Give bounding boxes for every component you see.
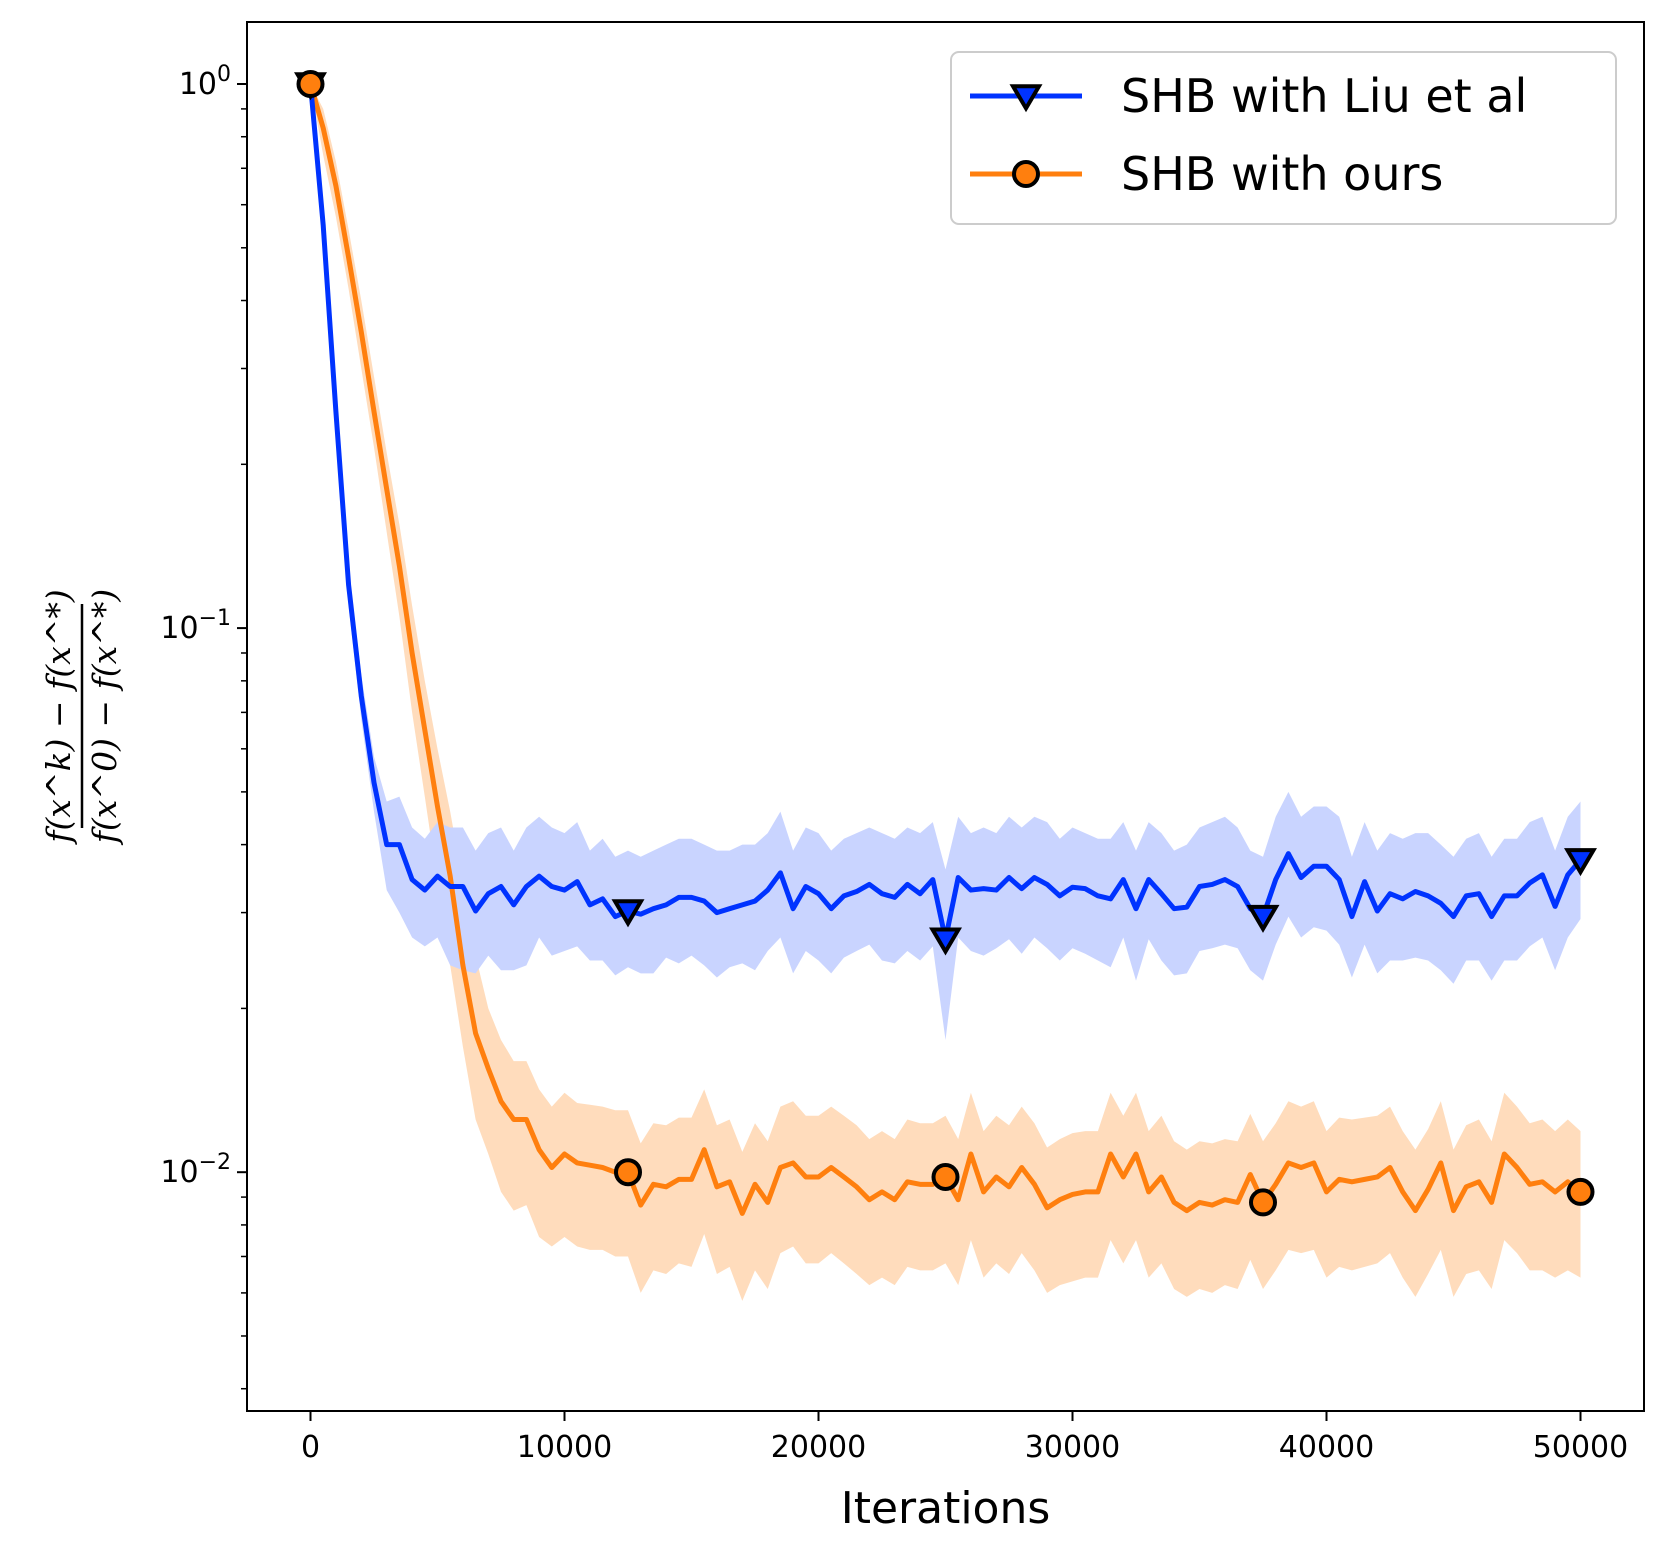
axis-labels: Iterations f(x^k) − f(x^*) f(x^0) − f(x^*): [39, 589, 1050, 1534]
marker-liu: [1564, 848, 1597, 877]
marker-liu: [929, 927, 962, 956]
y-tick-base: 10: [179, 67, 217, 102]
x-axis-label: Iterations: [841, 1483, 1051, 1534]
x-tick-label: 50000: [1533, 1430, 1628, 1465]
axes-frame: [246, 21, 1645, 1412]
x-tick-label: 20000: [771, 1430, 866, 1465]
legend-marker-circle: [1012, 160, 1040, 188]
y-tick-exponent: −2: [199, 1150, 231, 1175]
legend-label: SHB with ours: [1121, 147, 1443, 201]
y-tick-base: 10: [160, 1155, 198, 1190]
legend: SHB with Liu et al SHB with ours: [950, 51, 1617, 225]
marker-ours: [1566, 1177, 1595, 1206]
legend-item-liu: SHB with Liu et al: [970, 69, 1527, 123]
band-ours: [310, 84, 1581, 1301]
x-tick-label: 0: [301, 1430, 320, 1465]
y-tick-label: 10−1: [160, 606, 231, 646]
legend-marker-triangle: [1009, 84, 1043, 113]
x-tick-label: 30000: [1025, 1430, 1120, 1465]
y-label-denominator: f(x^0) − f(x^*): [85, 589, 124, 847]
x-tick-label: 40000: [1279, 1430, 1374, 1465]
marker-ours: [1249, 1188, 1277, 1217]
y-tick-label: 10−2: [160, 1150, 231, 1190]
marker-ours: [931, 1162, 960, 1191]
y-label-numerator: f(x^k) − f(x^*): [39, 589, 78, 846]
y-tick-base: 10: [160, 611, 198, 646]
y-tick-exponent: 0: [217, 62, 231, 87]
legend-label: SHB with Liu et al: [1121, 69, 1527, 123]
marker-liu: [611, 899, 645, 928]
legend-item-ours: SHB with ours: [970, 147, 1443, 201]
y-tick-exponent: −1: [199, 606, 231, 631]
legend-box: [950, 51, 1617, 225]
band-liu: [310, 84, 1581, 1040]
x-tick-label: 10000: [517, 1430, 612, 1465]
marker-ours: [614, 1158, 642, 1187]
marker-ours: [296, 69, 325, 98]
y-axis-label: f(x^k) − f(x^*) f(x^0) − f(x^*): [39, 589, 124, 847]
y-tick-label: 100: [179, 62, 231, 102]
marker-liu: [1246, 904, 1280, 933]
series-markers: [294, 69, 1597, 1217]
confidence-bands: [310, 84, 1581, 1301]
